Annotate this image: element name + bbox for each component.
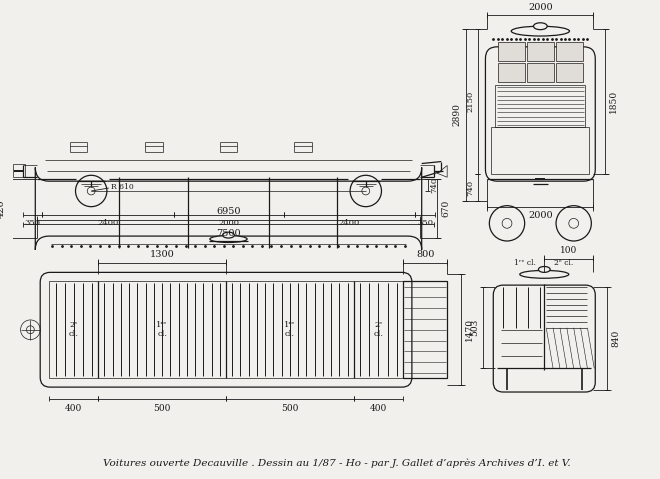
Text: 1850: 1850 [609, 90, 618, 114]
Bar [527, 63, 554, 82]
Text: 1ʳᵉ
cl.: 1ʳᵉ cl. [156, 321, 168, 338]
Bar [495, 85, 585, 127]
Text: 800: 800 [416, 250, 434, 259]
Text: 840: 840 [611, 330, 620, 347]
Ellipse shape [210, 236, 247, 242]
Bar [491, 127, 589, 174]
Text: 500: 500 [154, 404, 171, 413]
Text: 740: 740 [467, 180, 475, 195]
Text: 400: 400 [65, 404, 82, 413]
Text: 2ᵉ
cl.: 2ᵉ cl. [69, 321, 79, 338]
Bar [498, 63, 525, 82]
Text: 2400: 2400 [339, 219, 360, 228]
Ellipse shape [533, 23, 547, 30]
Ellipse shape [520, 271, 569, 278]
Text: 100: 100 [560, 246, 578, 255]
Text: 2ᵉ cl.: 2ᵉ cl. [554, 259, 574, 267]
Bar [13, 163, 24, 177]
Text: 6950: 6950 [216, 207, 241, 217]
Text: 1ʳᵉ cl.: 1ʳᵉ cl. [513, 259, 536, 267]
Ellipse shape [539, 266, 550, 273]
Text: 740: 740 [430, 177, 438, 193]
Text: 2400: 2400 [97, 219, 118, 228]
Text: 2000: 2000 [528, 211, 552, 219]
Text: 1ʳᵉ
cl.: 1ʳᵉ cl. [284, 321, 296, 338]
Text: 670: 670 [442, 200, 450, 217]
Text: 350: 350 [24, 219, 40, 228]
Bar [527, 42, 554, 61]
Text: 350: 350 [417, 219, 433, 228]
Bar [556, 42, 583, 61]
Text: 2000: 2000 [528, 2, 552, 11]
Text: 2000: 2000 [218, 219, 239, 228]
Bar [556, 63, 583, 82]
Bar [403, 281, 447, 378]
Bar [498, 42, 525, 61]
Text: R 610: R 610 [111, 183, 133, 191]
Text: 2ᵉ
cl.: 2ᵉ cl. [374, 321, 383, 338]
Text: 400: 400 [370, 404, 387, 413]
Text: 7500: 7500 [216, 229, 241, 238]
Text: 503: 503 [471, 319, 480, 336]
Bar [49, 281, 403, 378]
Text: 420: 420 [0, 199, 6, 218]
Text: 1470: 1470 [465, 318, 474, 341]
Ellipse shape [222, 232, 234, 238]
Text: 2890: 2890 [453, 103, 462, 126]
Text: Voitures ouverte Decauville . Dessin au 1/87 - Ho - par J. Gallet d’après Archiv: Voitures ouverte Decauville . Dessin au … [102, 459, 570, 468]
Text: 1300: 1300 [150, 250, 174, 259]
Ellipse shape [512, 26, 570, 36]
Text: 500: 500 [281, 404, 298, 413]
Text: 2150: 2150 [467, 91, 475, 113]
